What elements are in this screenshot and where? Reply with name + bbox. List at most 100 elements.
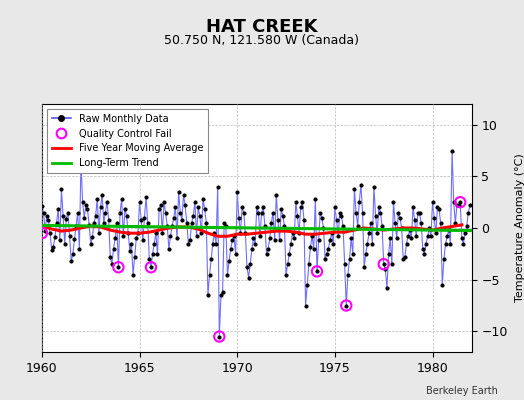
Point	[378, 223, 386, 229]
Point	[257, 209, 266, 216]
Point	[228, 237, 236, 244]
Point	[357, 182, 365, 188]
Point	[215, 333, 224, 340]
Point	[251, 240, 259, 247]
Point	[283, 261, 292, 267]
Point	[310, 246, 318, 252]
Point	[269, 209, 277, 216]
Point	[402, 240, 411, 247]
Point	[150, 240, 158, 247]
Point	[38, 203, 46, 210]
Point	[223, 271, 232, 278]
Point	[233, 189, 242, 195]
Point	[129, 271, 137, 278]
Point	[135, 199, 144, 205]
Point	[266, 235, 274, 242]
Point	[339, 223, 347, 229]
Point	[123, 212, 131, 219]
Point	[124, 230, 133, 236]
Point	[220, 220, 228, 226]
Point	[130, 254, 139, 260]
Point	[372, 212, 380, 219]
Point	[409, 204, 417, 210]
Point	[466, 202, 474, 208]
Point	[297, 204, 305, 210]
Point	[56, 237, 64, 244]
Point	[182, 220, 191, 226]
Point	[113, 220, 121, 226]
Point	[332, 216, 341, 223]
Point	[441, 240, 450, 247]
Point	[334, 233, 342, 240]
Point	[95, 230, 103, 236]
Point	[389, 199, 398, 205]
Point	[64, 209, 72, 216]
Point	[293, 212, 302, 219]
Point	[287, 240, 295, 247]
Point	[46, 230, 54, 236]
Point	[275, 237, 283, 244]
Point	[90, 220, 98, 226]
Point	[318, 214, 326, 221]
Point	[254, 209, 263, 216]
Point	[147, 264, 155, 270]
Point	[314, 237, 323, 244]
Point	[111, 235, 119, 242]
Point	[176, 209, 184, 216]
Point	[98, 192, 106, 198]
Point	[100, 220, 108, 226]
Point	[119, 233, 127, 240]
Point	[236, 230, 245, 236]
Point	[261, 223, 269, 229]
Point	[101, 209, 110, 216]
Point	[39, 209, 48, 216]
Point	[433, 204, 442, 210]
Point	[126, 248, 134, 254]
Point	[406, 227, 414, 233]
Point	[62, 216, 71, 222]
Point	[331, 204, 339, 210]
Point	[457, 235, 466, 242]
Point	[413, 209, 422, 216]
Point	[376, 209, 385, 216]
Point	[396, 214, 404, 221]
Point	[370, 184, 378, 190]
Point	[313, 268, 321, 274]
Point	[60, 240, 69, 247]
Point	[108, 261, 116, 267]
Point	[161, 209, 170, 216]
Point	[82, 202, 90, 208]
Point	[274, 216, 282, 223]
Point	[222, 223, 230, 229]
Legend: Raw Monthly Data, Quality Control Fail, Five Year Moving Average, Long-Term Tren: Raw Monthly Data, Quality Control Fail, …	[47, 109, 208, 173]
Point	[127, 240, 136, 247]
Point	[96, 204, 105, 210]
Point	[246, 261, 255, 267]
Point	[304, 261, 313, 267]
Point	[85, 222, 93, 228]
Point	[116, 209, 124, 216]
Point	[154, 251, 162, 257]
Point	[170, 214, 178, 221]
Point	[195, 212, 204, 219]
Point	[373, 230, 381, 236]
Point	[204, 292, 212, 298]
Point	[256, 233, 264, 240]
Point	[48, 246, 56, 253]
Point	[344, 271, 352, 278]
Point	[366, 220, 375, 226]
Point	[215, 333, 224, 340]
Point	[280, 223, 289, 229]
Point	[86, 240, 95, 247]
Point	[446, 240, 455, 247]
Point	[235, 214, 243, 221]
Point	[201, 206, 209, 213]
Point	[59, 212, 67, 219]
Point	[41, 228, 49, 234]
Point	[147, 264, 155, 270]
Y-axis label: Temperature Anomaly (°C): Temperature Anomaly (°C)	[515, 154, 524, 302]
Point	[345, 256, 354, 262]
Point	[308, 233, 316, 240]
Point	[448, 147, 456, 154]
Point	[192, 233, 201, 240]
